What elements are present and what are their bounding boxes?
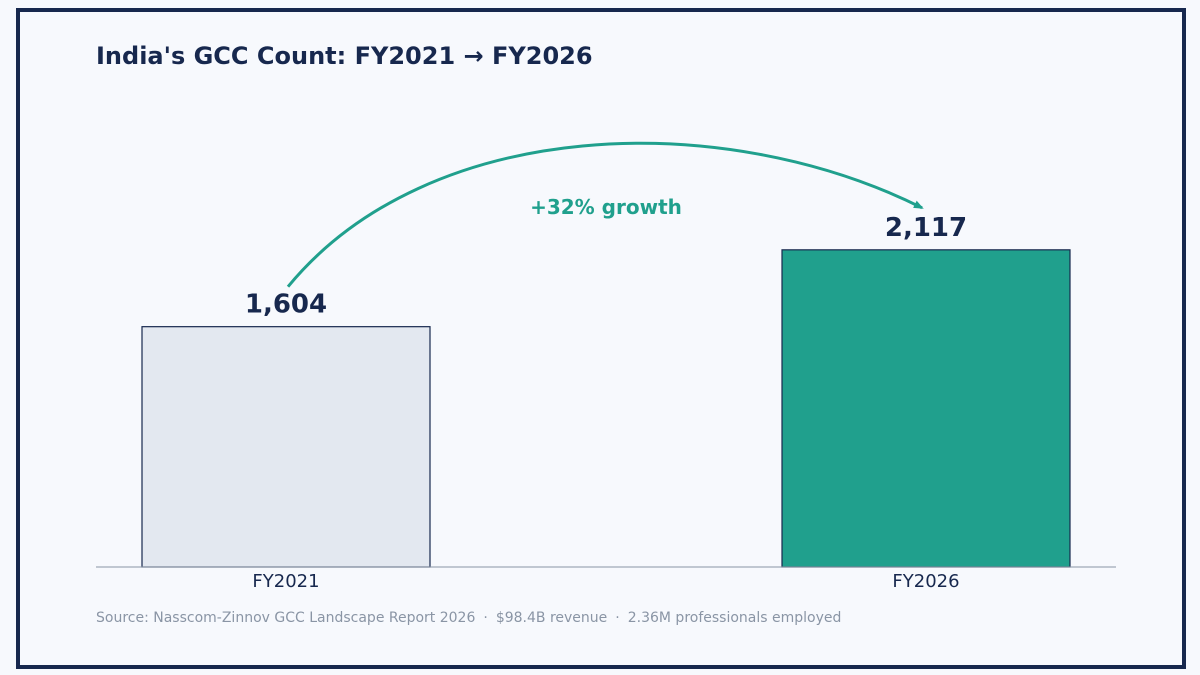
employees-stat: 2.36M professionals employed bbox=[627, 610, 842, 626]
growth-label: +32% growth bbox=[530, 195, 682, 219]
separator-dot: · bbox=[615, 610, 620, 626]
separator-dot: · bbox=[483, 610, 488, 626]
bars-layer bbox=[141, 249, 1071, 568]
x-tick-label: FY2026 bbox=[892, 571, 959, 592]
value-label: 1,604 bbox=[245, 290, 327, 320]
x-tick-label: FY2021 bbox=[252, 571, 319, 592]
revenue-stat: $98.4B revenue bbox=[495, 610, 608, 626]
source-note: Source: Nasscom-Zinnov GCC Landscape Rep… bbox=[96, 610, 841, 626]
bar-fy2021 bbox=[141, 326, 431, 568]
value-label: 2,117 bbox=[885, 213, 967, 243]
labels-layer: 1,604 FY2021 2,117 FY2026 bbox=[245, 213, 967, 592]
source-text: Source: Nasscom-Zinnov GCC Landscape Rep… bbox=[96, 610, 476, 626]
chart-title: India's GCC Count: FY2021 → FY2026 bbox=[96, 42, 593, 70]
growth-arrow bbox=[286, 141, 924, 288]
growth-annotation: +32% growth bbox=[286, 141, 924, 288]
bar-fy2026 bbox=[781, 249, 1071, 568]
